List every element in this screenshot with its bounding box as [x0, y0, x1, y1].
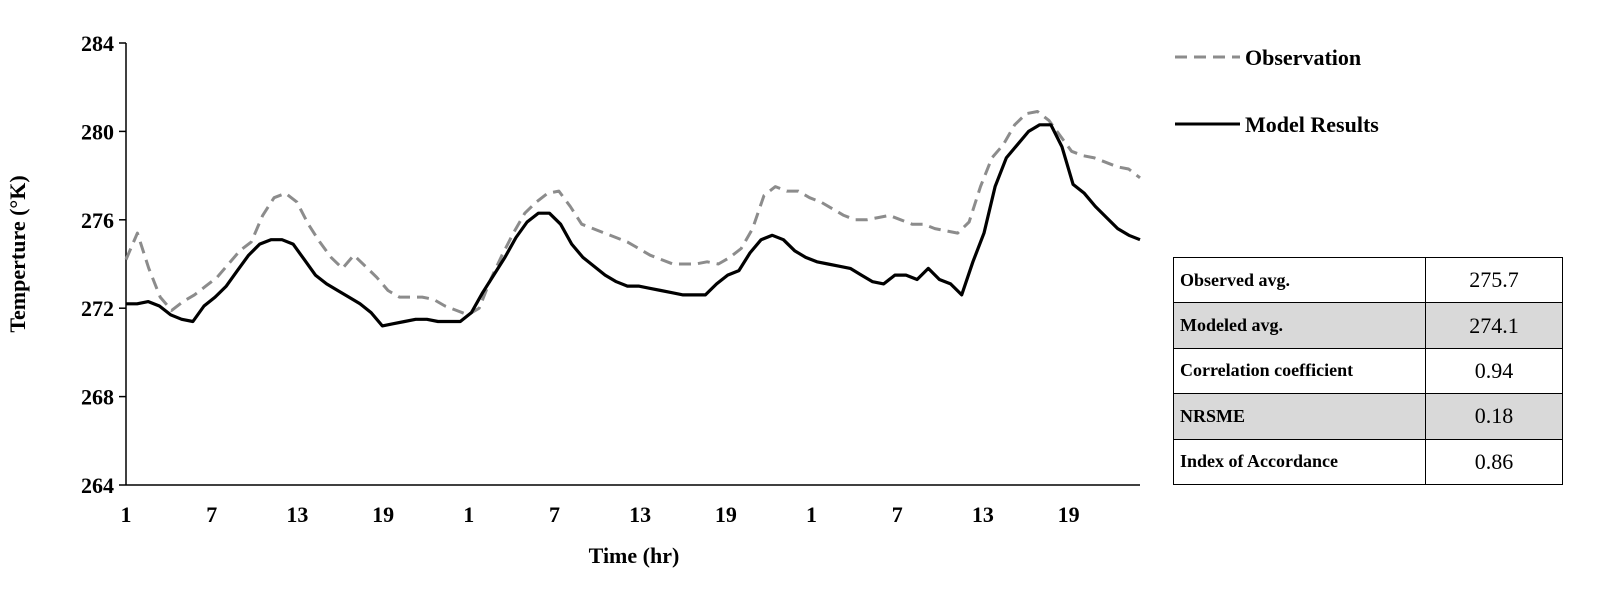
y-tick-label: 272 [81, 296, 114, 321]
x-tick-label: 19 [1058, 502, 1080, 527]
legend-label: Model Results [1245, 112, 1379, 137]
y-tick-label: 284 [81, 31, 114, 56]
x-tick-label: 1 [463, 502, 474, 527]
series-layer [124, 110, 1141, 328]
x-tick-label: 7 [206, 502, 217, 527]
series-line-model-results [126, 123, 1141, 328]
stats-label: Correlation coefficient [1173, 347, 1426, 395]
x-tick-label: 7 [892, 502, 903, 527]
x-tick-label: 19 [715, 502, 737, 527]
x-tick-label: 13 [286, 502, 308, 527]
x-tick-label: 7 [549, 502, 560, 527]
stats-label: Observed avg. [1173, 256, 1426, 304]
stats-table: Observed avg. 275.7 Modeled avg. 274.1 Corre… [1173, 256, 1563, 486]
legend-label: Observation [1245, 45, 1361, 70]
y-tick-label: 276 [81, 208, 114, 233]
stats-value: 274.1 [1425, 302, 1563, 349]
x-tick-label: 13 [972, 502, 994, 527]
stats-row: Modeled avg. 274.1 [1173, 302, 1563, 349]
stats-label: Modeled avg. [1173, 302, 1426, 349]
y-tick-label: 280 [81, 119, 114, 144]
x-tick-label: 13 [629, 502, 651, 527]
x-axis-title: Time (hr) [589, 543, 680, 568]
stats-row: NRSME 0.18 [1173, 393, 1563, 440]
stats-label: NRSME [1173, 393, 1426, 440]
x-tick-label: 1 [806, 502, 817, 527]
x-tick-label: 1 [121, 502, 132, 527]
series-line-observation [124, 110, 1141, 317]
y-axis-title: Temperture (°K) [5, 175, 30, 332]
legend: Observation Model Results [1175, 45, 1379, 137]
stats-value: 0.94 [1425, 347, 1563, 395]
stats-value: 0.18 [1425, 393, 1563, 440]
y-tick-label: 268 [81, 385, 114, 410]
stats-label: Index of Accordance [1173, 438, 1426, 486]
stats-row: Correlation coefficient 0.94 [1173, 347, 1563, 395]
stats-value: 0.86 [1425, 438, 1563, 486]
stats-row: Index of Accordance 0.86 [1173, 438, 1563, 486]
x-axis: 1 7 13 19 1 7 13 19 1 7 13 19 [121, 484, 1140, 527]
stats-row: Observed avg. 275.7 [1173, 256, 1563, 304]
y-axis: 264 268 272 276 280 284 [81, 31, 127, 498]
y-tick-label: 264 [81, 473, 114, 498]
x-tick-label: 19 [372, 502, 394, 527]
stats-value: 275.7 [1425, 256, 1563, 304]
